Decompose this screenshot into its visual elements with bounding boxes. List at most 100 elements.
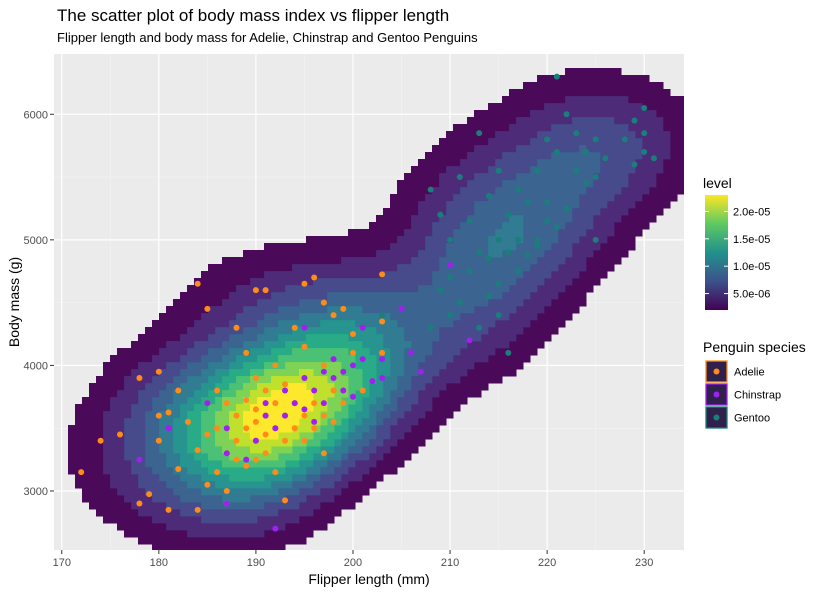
gentoo-point [495,280,502,287]
adelie-point [262,450,269,457]
gentoo-point [437,211,444,218]
chinstrap-point [359,324,366,331]
gentoo-point [544,199,551,206]
density-band-9 [215,362,349,461]
gentoo-point [379,312,386,319]
adelie-point [252,406,259,413]
gentoo-point [447,274,454,281]
x-tick-label: 210 [441,557,459,569]
gentoo-point [602,155,609,162]
chinstrap-point [447,261,454,268]
gentoo-point [534,167,541,174]
gentoo-point [505,211,512,218]
y-tick-label: 5000 [24,235,48,247]
gentoo-point [631,161,638,168]
adelie-point [282,497,289,504]
adelie-point [349,349,356,356]
adelie-point [117,431,124,438]
adelie-point [272,469,279,476]
chinstrap-point [282,412,289,419]
chinstrap-point [272,425,279,432]
gentoo-point [476,249,483,256]
legend-key-dot-chinstrap [713,391,720,398]
species-legend-keys: Adelie Chinstrap Gentoo [705,360,781,429]
x-tick-label: 220 [538,557,556,569]
density-band-8 [201,348,363,468]
adelie-point [243,462,250,469]
adelie-point [301,343,308,350]
gentoo-point [641,148,648,155]
gentoo-point [485,293,492,300]
adelie-point [243,425,250,432]
scatter-points [78,73,657,532]
chinstrap-point [340,368,347,375]
adelie-point [349,331,356,338]
gentoo-point [485,255,492,262]
gentoo-point [495,312,502,319]
adelie-point [330,418,337,425]
chinstrap-point [398,305,405,312]
gentoo-point [485,192,492,199]
y-axis-title: Body mass (g) [6,257,22,347]
adelie-point [262,431,269,438]
adelie-point [330,312,337,319]
chinstrap-point [311,387,318,394]
adelie-point [311,274,318,281]
gentoo-point [515,236,522,243]
gentoo-point [466,218,473,225]
gentoo-point [447,312,454,319]
density-band-11 [243,383,314,440]
adelie-point [136,374,143,381]
gentoo-point [621,136,628,143]
level-colorbar [705,195,728,310]
adelie-point [320,299,327,306]
density-band-7 [187,334,377,482]
chinstrap-point [262,412,269,419]
chinstrap-point [301,406,308,413]
gentoo-point [466,268,473,275]
chinstrap-point [301,324,308,331]
adelie-point [233,456,240,463]
gentoo-point [641,104,648,111]
gentoo-point [641,130,648,137]
gentoo-point [573,167,580,174]
chinstrap-point [136,456,143,463]
species-legend-title: Penguin species [703,339,806,355]
y-tick-label: 3000 [24,486,48,498]
adelie-point [340,305,347,312]
gentoo-point [505,349,512,356]
chinstrap-point [379,356,386,363]
gentoo-point [427,324,434,331]
chinstrap-point [311,418,318,425]
chart-title: The scatter plot of body mass index vs f… [57,6,449,25]
level-legend-ticks: 2.0e-05 1.5e-05 1.0e-05 5.0e-06 [705,206,770,301]
chinstrap-point [223,425,230,432]
adelie-point [146,491,153,498]
adelie-point [252,287,259,294]
adelie-point [320,412,327,419]
chinstrap-point [204,400,211,407]
adelie-point [165,506,172,513]
gentoo-point [563,111,570,118]
legend-label-gentoo: Gentoo [734,413,770,425]
adelie-point [272,400,279,407]
adelie-point [194,280,201,287]
gentoo-point [534,236,541,243]
adelie-point [252,456,259,463]
adelie-point [204,481,211,488]
chart-subtitle: Flipper length and body mass for Adelie,… [57,30,478,45]
gentoo-point [437,287,444,294]
adelie-point [379,349,386,356]
density-band-6 [173,320,391,489]
chinstrap-point [408,349,415,356]
gentoo-point [524,252,531,259]
gentoo-point [476,324,483,331]
adelie-point [223,487,230,494]
gentoo-point [495,236,502,243]
chinstrap-point [379,374,386,381]
chinstrap-point [223,450,230,457]
gentoo-point [515,268,522,275]
adelie-point [78,469,85,476]
adelie-point [165,409,172,416]
